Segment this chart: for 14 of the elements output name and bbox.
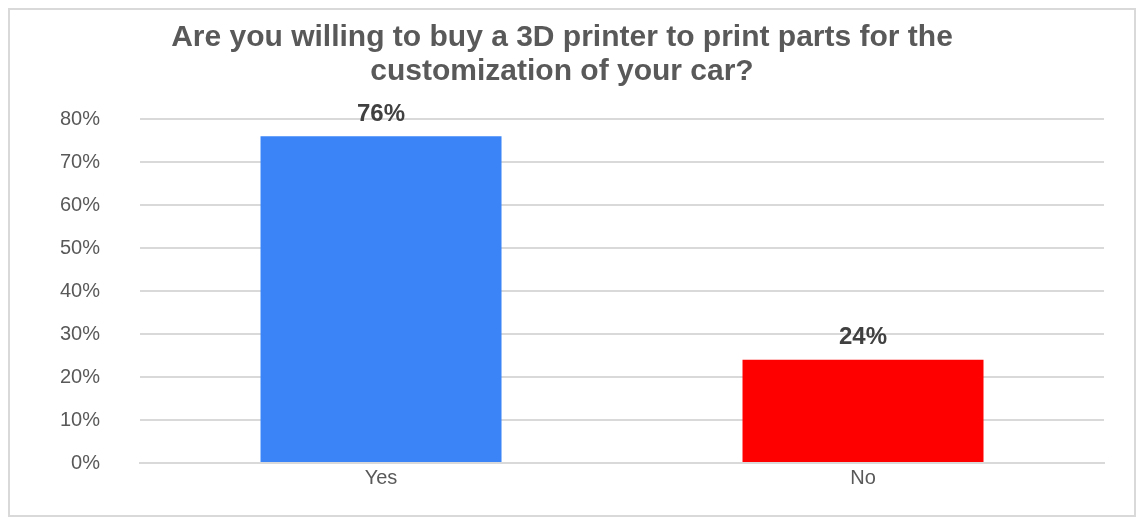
chart-title: Are you willing to buy a 3D printer to print parts for the customization of your car? bbox=[171, 18, 953, 87]
x-tick-label: Yes bbox=[364, 465, 398, 488]
y-tick-label: 30% bbox=[60, 321, 101, 344]
data-label: 24% bbox=[838, 322, 888, 350]
y-tick-label: 80% bbox=[60, 106, 101, 129]
y-tick-label: 10% bbox=[60, 407, 101, 430]
y-tick-label: 0% bbox=[71, 450, 101, 473]
y-tick-label: 60% bbox=[60, 192, 101, 215]
x-tick-label: No bbox=[850, 465, 876, 488]
y-tick-label: 50% bbox=[60, 235, 101, 258]
y-tick-label: 70% bbox=[60, 149, 101, 172]
data-label: 76% bbox=[357, 98, 406, 126]
y-tick-label: 40% bbox=[60, 278, 101, 301]
y-tick-label: 20% bbox=[60, 364, 101, 387]
